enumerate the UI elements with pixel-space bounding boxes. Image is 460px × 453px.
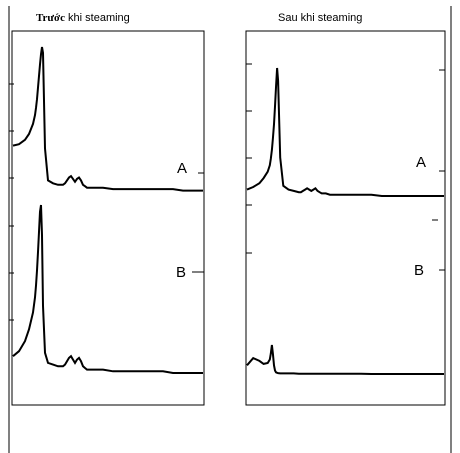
- panel-after-ticks: [246, 63, 445, 271]
- panel-after-curve-b: [246, 344, 444, 375]
- panel-after-curve-a: [246, 67, 444, 197]
- panel-before: Trước khi steaming A B: [9, 12, 205, 406]
- panel-before-title: Trước khi steaming: [36, 12, 130, 24]
- panel-before-title-rest: khi steaming: [65, 12, 130, 24]
- panel-after-title: Sau khi steaming: [278, 12, 362, 24]
- panel-before-curve-b: [12, 204, 203, 374]
- panel-before-ticks: [9, 83, 204, 321]
- panel-before-label-a: A: [177, 160, 187, 177]
- panel-after-label-b: B: [414, 262, 424, 279]
- panel-before-label-b: B: [176, 264, 186, 281]
- panel-after-label-a: A: [416, 154, 426, 171]
- panel-after: Sau khi steaming A B: [245, 12, 446, 406]
- panel-after-frame: [245, 30, 446, 406]
- panel-before-title-bold: Trước: [36, 12, 65, 24]
- panel-before-frame: [11, 30, 205, 406]
- panel-before-curve-a: [12, 46, 203, 192]
